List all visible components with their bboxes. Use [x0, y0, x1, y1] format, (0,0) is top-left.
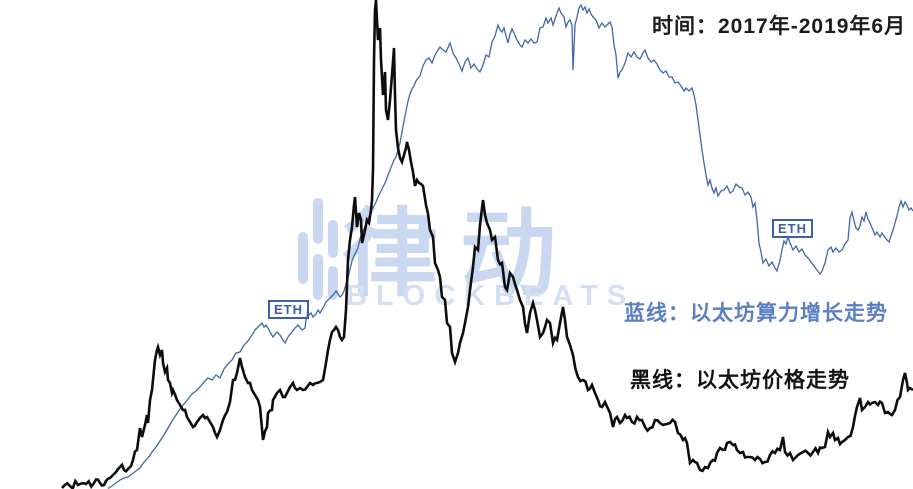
legend-price-label: 黑线：以太坊价格走势 — [630, 369, 850, 392]
logo-bar — [328, 266, 338, 300]
watermark-cn-text: 律动 — [342, 201, 578, 308]
line-price — [61, 0, 913, 489]
eth-annotation-1: ETH — [268, 300, 309, 319]
logo-bar — [313, 198, 323, 244]
blockbeats-logo-icon — [296, 198, 342, 300]
eth-annotation-2: ETH — [772, 219, 813, 238]
watermark-en-text: BLOCKBEATS — [346, 280, 636, 312]
logo-bar — [298, 232, 308, 284]
legend-hashrate-label: 蓝线：以太坊算力增长走势 — [624, 302, 888, 325]
logo-bar — [328, 220, 338, 258]
chart-title: 时间：2017年-2019年6月 — [652, 15, 907, 38]
line-hashrate — [107, 3, 913, 489]
logo-bar — [313, 254, 323, 300]
